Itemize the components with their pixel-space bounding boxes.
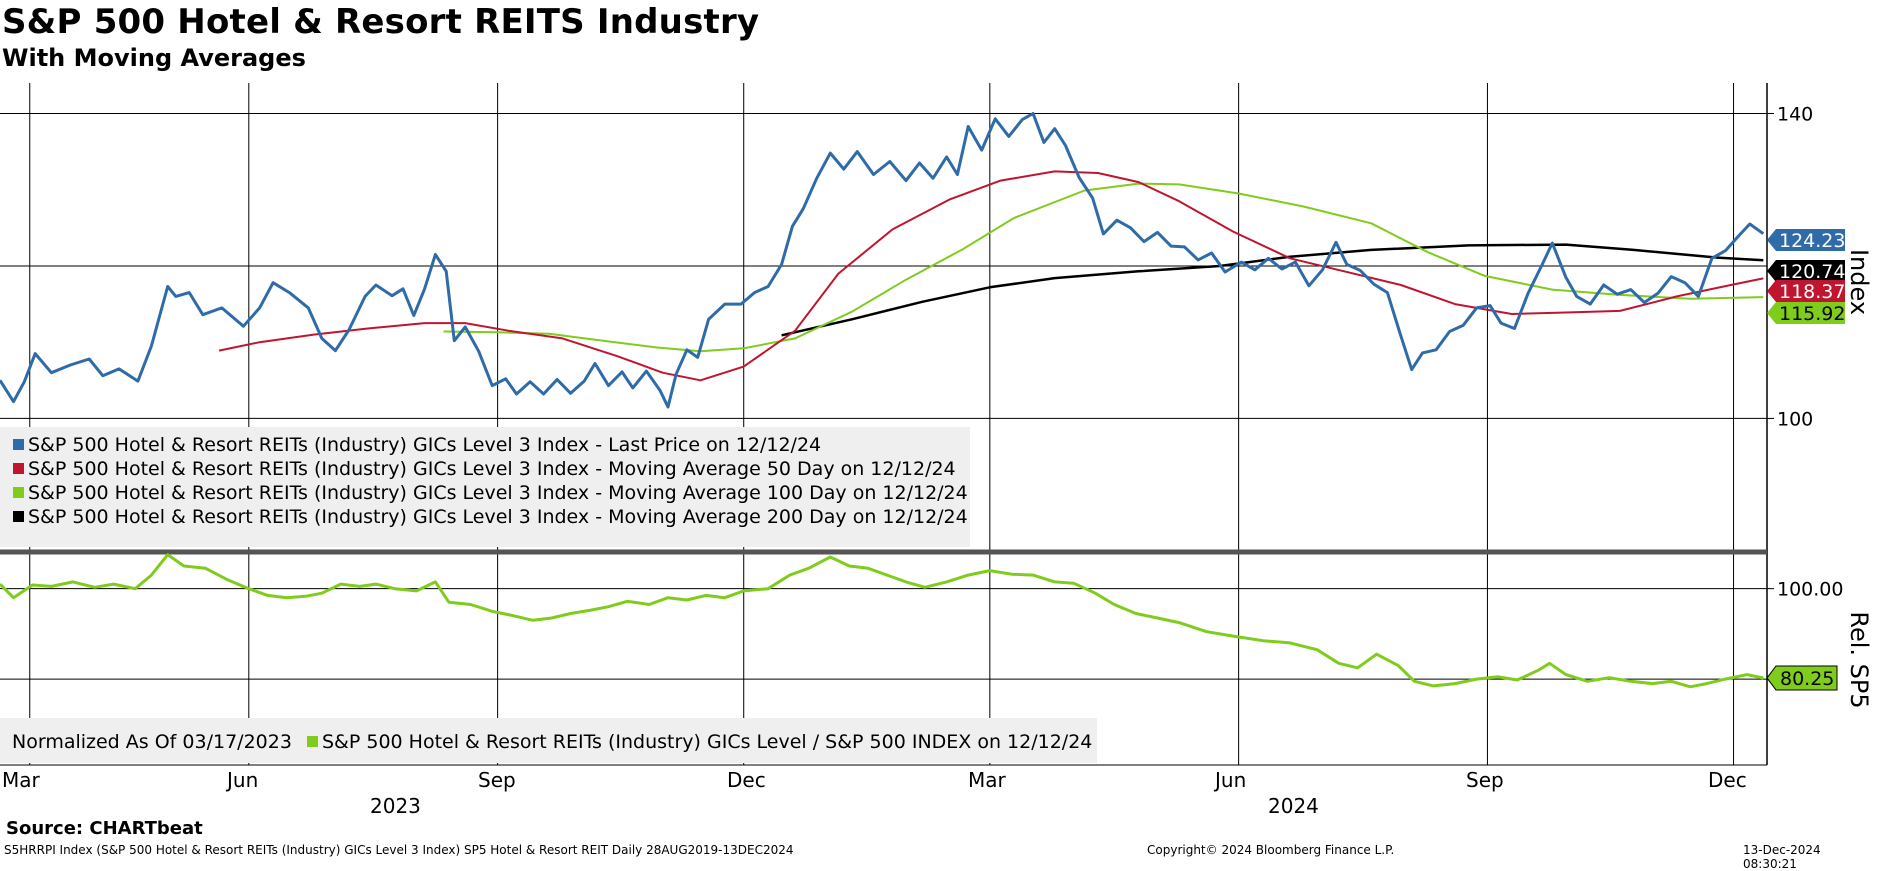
footer-description: S5HRRPI Index (S&P 500 Hotel & Resort RE… bbox=[4, 843, 794, 857]
series-line-ma200 bbox=[781, 243, 1764, 337]
ma200-tag: 120.74 bbox=[1767, 260, 1845, 283]
legend-swatch-1 bbox=[13, 463, 24, 474]
last-price-tag-label: 124.23 bbox=[1779, 230, 1845, 252]
ma200-tag-label: 120.74 bbox=[1779, 261, 1845, 283]
series-line-relative bbox=[0, 553, 1764, 689]
upper-legend: S&P 500 Hotel & Resort REITs (Industry) … bbox=[0, 427, 970, 547]
lower-ytick-label: 100.00 bbox=[1777, 579, 1843, 601]
x-month-label: Jun bbox=[1213, 768, 1246, 792]
x-month-label: Dec bbox=[727, 768, 766, 792]
legend-swatch-relative bbox=[307, 736, 318, 747]
upper-legend-box bbox=[0, 427, 970, 547]
footer-timestamp: 13-Dec-2024 08:30:21 bbox=[1743, 843, 1821, 871]
legend-entry-relative: S&P 500 Hotel & Resort REITs (Industry) … bbox=[322, 731, 1092, 753]
x-year-label: 2023 bbox=[370, 794, 421, 818]
relative-tag: 80.25 bbox=[1766, 665, 1838, 691]
upper-ytick-label: 100 bbox=[1777, 408, 1813, 430]
legend-swatch-0 bbox=[13, 439, 24, 450]
ma50-tag-box bbox=[1767, 280, 1845, 302]
chart-title: S&P 500 Hotel & Resort REITS Industry bbox=[2, 2, 760, 42]
upper-ytick-label: 140 bbox=[1777, 103, 1813, 125]
legend-entry-2: S&P 500 Hotel & Resort REITs (Industry) … bbox=[28, 482, 968, 504]
upper-axis-title: Index bbox=[1845, 249, 1873, 315]
x-year-label: 2024 bbox=[1268, 794, 1319, 818]
series-line-last-price bbox=[0, 112, 1765, 409]
ma100-tag: 115.92 bbox=[1767, 302, 1845, 325]
ma50-tag-label: 118.37 bbox=[1779, 281, 1845, 303]
source-label: Source: CHARTbeat bbox=[6, 818, 203, 839]
chart-subtitle: With Moving Averages bbox=[2, 44, 306, 72]
last-price-tag: 124.23 bbox=[1767, 229, 1845, 252]
lower-legend-box bbox=[0, 718, 1097, 763]
chart-area: 100 140 100.00 Index Rel. SP5 124.23 120.74118… bbox=[0, 83, 1873, 818]
legend-swatch-2 bbox=[13, 487, 24, 498]
ma200-tag-box bbox=[1767, 260, 1845, 282]
legend-entry-3: S&P 500 Hotel & Resort REITs (Industry) … bbox=[28, 506, 968, 528]
x-month-label: Mar bbox=[968, 768, 1007, 792]
x-month-label: Sep bbox=[478, 768, 516, 792]
lower-axis-title: Rel. SP5 bbox=[1845, 611, 1873, 708]
normalized-note: Normalized As Of 03/17/2023 bbox=[12, 731, 292, 753]
x-month-label: Sep bbox=[1466, 768, 1504, 792]
legend-swatch-3 bbox=[13, 511, 24, 522]
series-line-ma50 bbox=[218, 170, 1764, 382]
relative-tag-label: 80.25 bbox=[1780, 668, 1834, 690]
relative-tag-box bbox=[1766, 665, 1838, 691]
legend-entry-0: S&P 500 Hotel & Resort REITs (Industry) … bbox=[28, 434, 821, 456]
legend-entry-1: S&P 500 Hotel & Resort REITs (Industry) … bbox=[28, 458, 956, 480]
x-month-label: Mar bbox=[2, 768, 41, 792]
x-month-label: Jun bbox=[225, 768, 258, 792]
footer-copyright: Copyright© 2024 Bloomberg Finance L.P. bbox=[1147, 843, 1395, 857]
x-month-label: Dec bbox=[1708, 768, 1747, 792]
lower-legend: Normalized As Of 03/17/2023 S&P 500 Hotel… bbox=[0, 718, 1097, 763]
ma100-tag-box bbox=[1767, 302, 1845, 324]
series-line-ma100 bbox=[443, 182, 1764, 353]
ma50-tag: 118.37 bbox=[1767, 280, 1845, 303]
ma100-tag-label: 115.92 bbox=[1779, 303, 1845, 325]
last-price-tag-box bbox=[1767, 229, 1845, 251]
